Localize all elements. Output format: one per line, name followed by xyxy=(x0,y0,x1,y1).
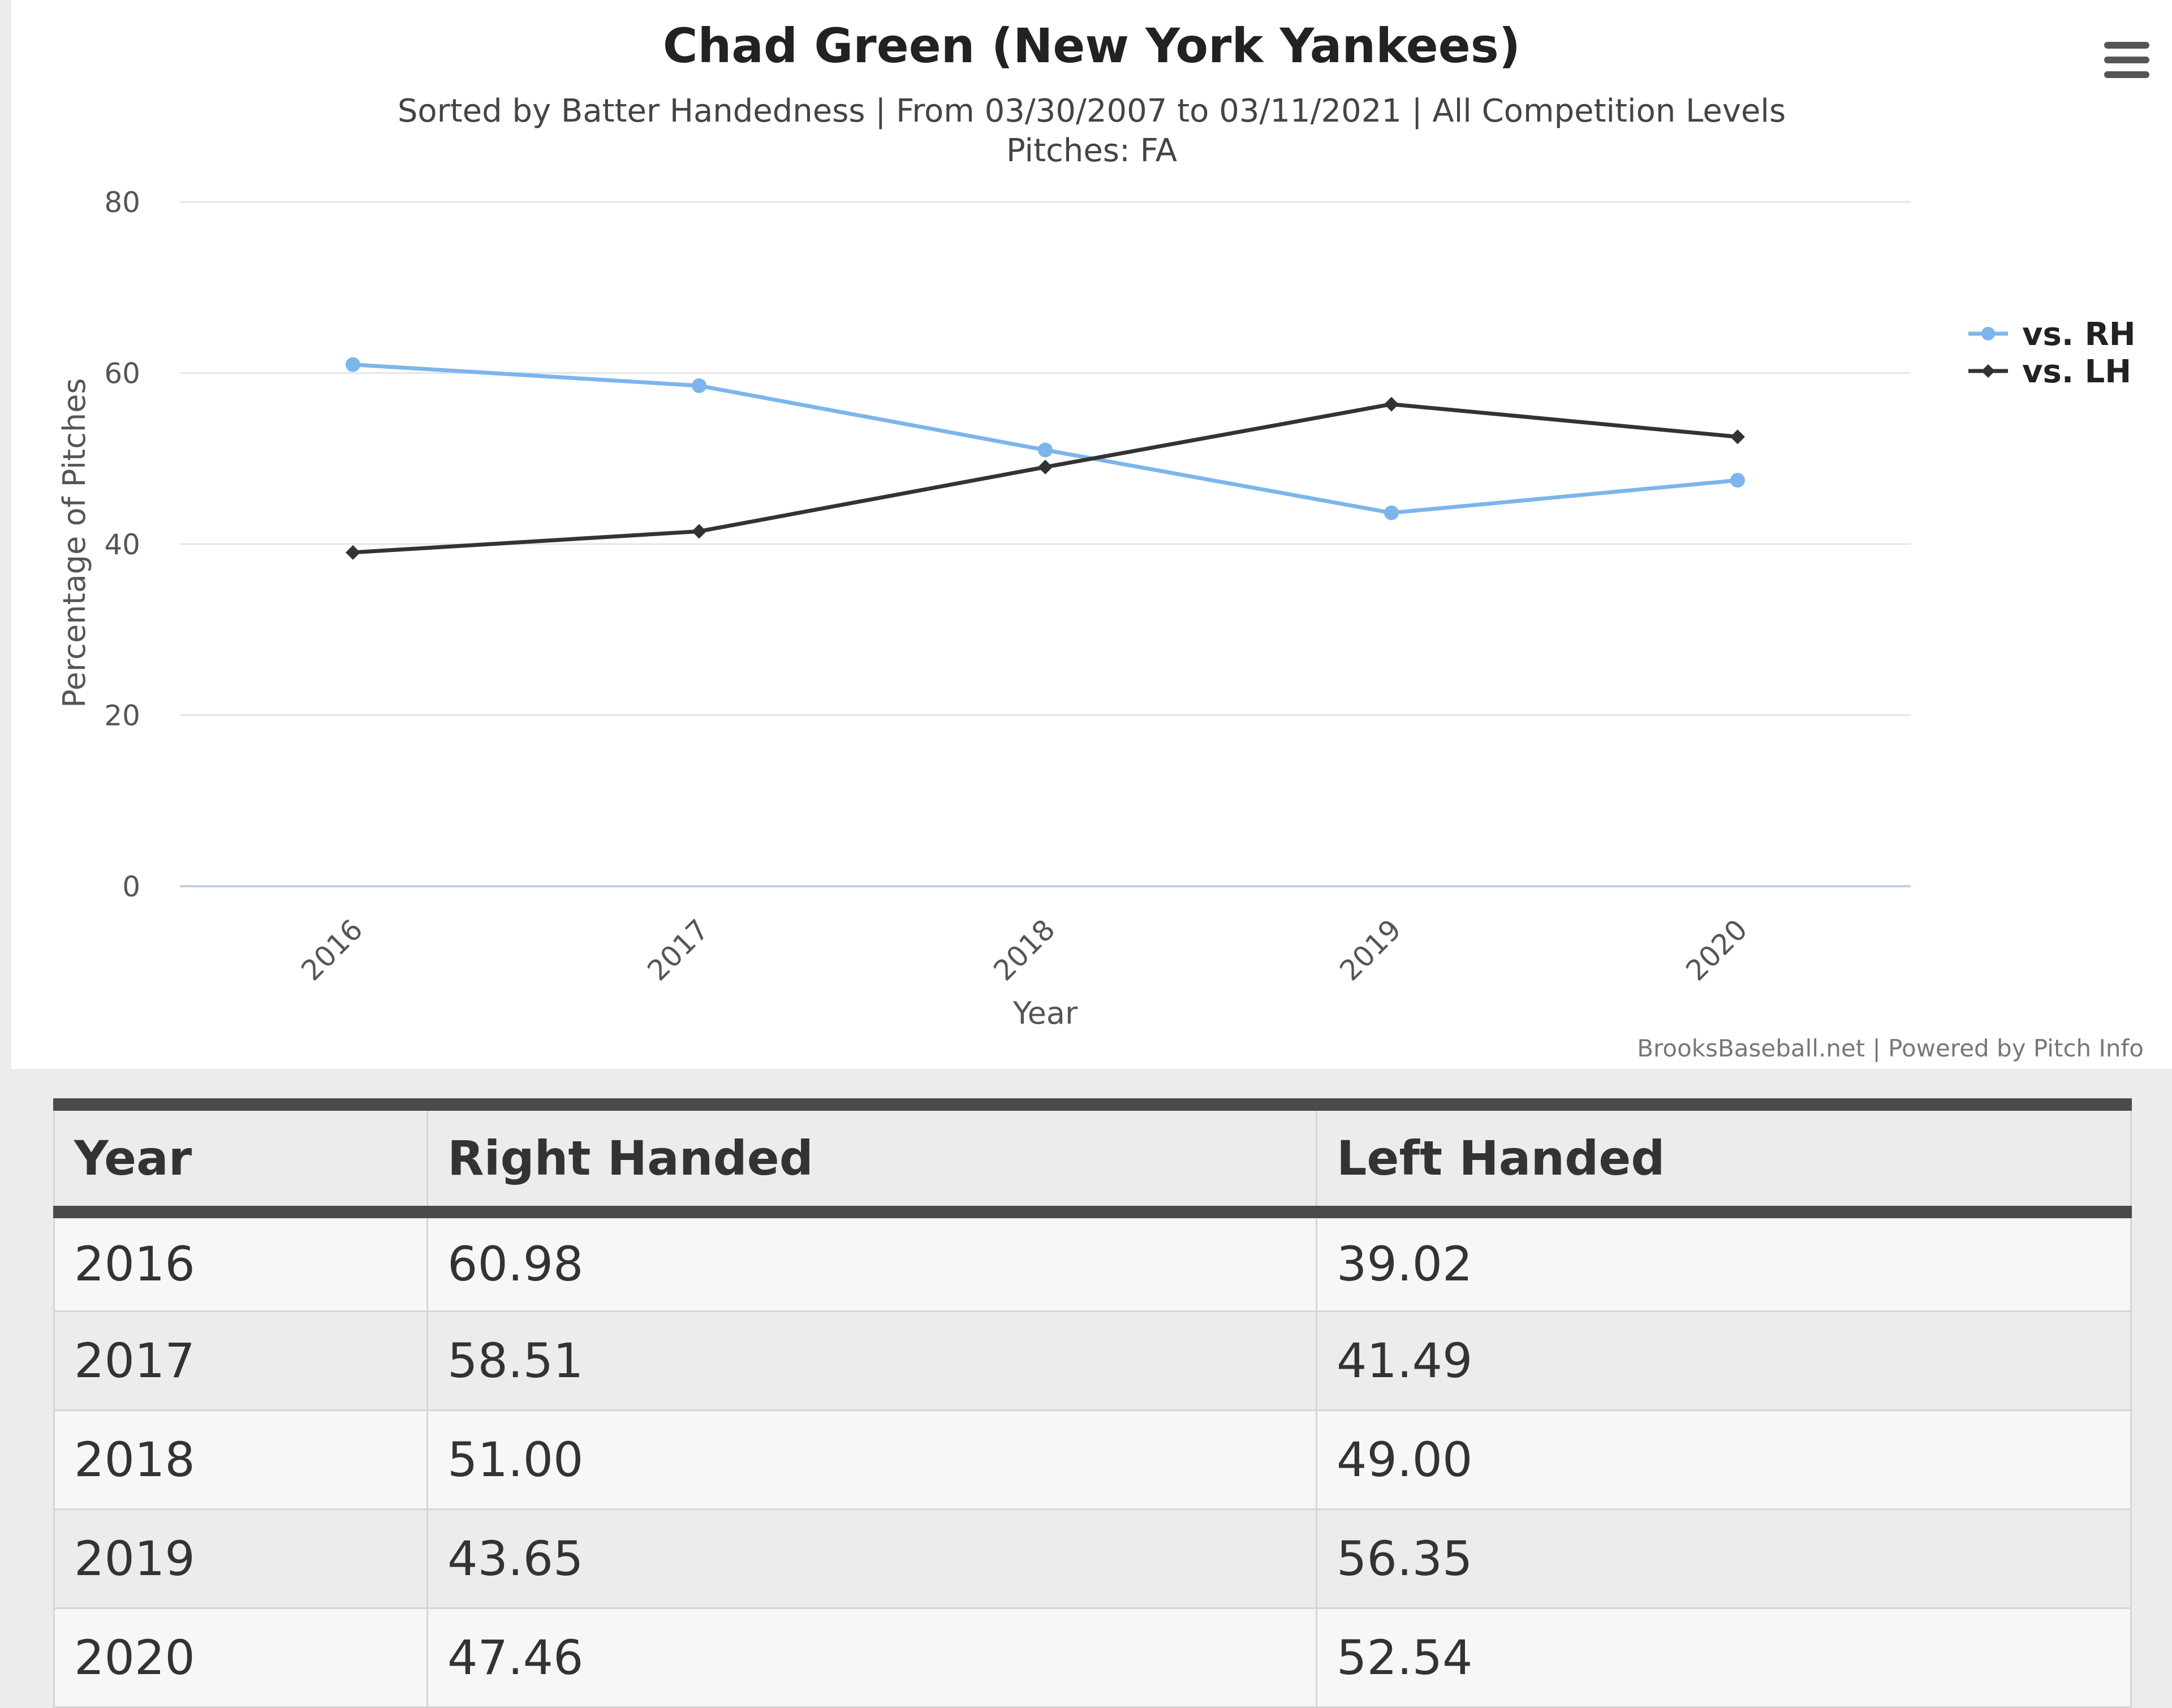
legend-marker xyxy=(1981,327,1995,340)
legend-item-vs-rh[interactable]: vs. RH xyxy=(1968,316,2136,353)
y-tick-label: 20 xyxy=(104,700,140,732)
y-tick-label: 0 xyxy=(122,870,140,903)
table-row: 2016 60.98 39.02 xyxy=(53,1211,2132,1312)
grid-lines xyxy=(180,201,1911,887)
data-point-vs-rh[interactable] xyxy=(692,378,706,394)
table-row: 2017 58.51 41.49 xyxy=(53,1310,2132,1411)
cell-year: 2017 xyxy=(53,1310,428,1411)
cell-year: 2018 xyxy=(53,1409,428,1510)
table-row: 2020 47.46 52.54 xyxy=(53,1607,2132,1708)
cell-left-handed: 49.00 xyxy=(1316,1409,2132,1510)
header-right-handed: Right Handed xyxy=(426,1098,1317,1218)
cell-left-handed: 56.35 xyxy=(1316,1508,2132,1609)
data-table: Year Right Handed Left Handed 2016 60.98… xyxy=(53,1098,2132,1708)
cell-year: 2016 xyxy=(53,1211,428,1312)
data-point-vs-lh[interactable] xyxy=(346,545,360,560)
cell-right-handed: 47.46 xyxy=(426,1607,1317,1708)
table-row: 2019 43.65 56.35 xyxy=(53,1508,2132,1609)
header-year: Year xyxy=(53,1098,428,1218)
data-point-vs-rh[interactable] xyxy=(346,357,360,372)
chart-subtitle-line1: Sorted by Batter Handedness | From 03/30… xyxy=(398,93,1786,130)
line-chart: Chad Green (New York Yankees) Sorted by … xyxy=(57,18,2155,1062)
y-axis-tick-labels: 0 20 40 60 80 xyxy=(104,186,140,903)
legend-item-vs-lh[interactable]: vs. LH xyxy=(1968,353,2131,390)
cell-left-handed: 41.49 xyxy=(1316,1310,2132,1411)
data-point-vs-lh[interactable] xyxy=(1038,459,1053,475)
y-axis-title: Percentage of Pitches xyxy=(57,378,92,708)
x-tick-label: 2020 xyxy=(1679,913,1753,987)
series-line-vs-rh[interactable] xyxy=(351,363,1740,515)
header-left-handed: Left Handed xyxy=(1316,1098,2132,1218)
cell-left-handed: 39.02 xyxy=(1316,1211,2132,1312)
legend-label: vs. LH xyxy=(2022,353,2131,390)
data-point-vs-lh[interactable] xyxy=(1384,396,1399,412)
cell-left-handed: 52.54 xyxy=(1316,1607,2132,1708)
chart-credits[interactable]: BrooksBaseball.net | Powered by Pitch In… xyxy=(1637,1034,2144,1062)
chart-title: Chad Green (New York Yankees) xyxy=(663,18,1520,74)
cell-right-handed: 58.51 xyxy=(426,1310,1317,1411)
series-line-vs-lh[interactable] xyxy=(351,402,1740,555)
data-point-vs-rh[interactable] xyxy=(1730,473,1745,488)
series-layer xyxy=(346,357,1745,560)
x-axis-tick-labels: 2016 2017 2018 2019 2020 xyxy=(295,913,1753,987)
legend-marker xyxy=(1981,364,1995,378)
cell-right-handed: 51.00 xyxy=(426,1409,1317,1510)
x-tick-label: 2016 xyxy=(295,913,369,987)
cell-year: 2019 xyxy=(53,1508,428,1609)
y-tick-label: 80 xyxy=(104,186,140,219)
menu-button[interactable] xyxy=(2098,35,2155,86)
x-tick-label: 2017 xyxy=(641,913,715,987)
cell-year: 2020 xyxy=(53,1607,428,1708)
data-point-vs-rh[interactable] xyxy=(1038,442,1053,458)
legend-label: vs. RH xyxy=(2022,316,2136,353)
chart-panel: Chad Green (New York Yankees) Sorted by … xyxy=(11,0,2172,1069)
x-tick-label: 2018 xyxy=(987,913,1061,987)
data-point-vs-lh[interactable] xyxy=(1730,429,1745,445)
cell-right-handed: 60.98 xyxy=(426,1211,1317,1312)
cell-right-handed: 43.65 xyxy=(426,1508,1317,1609)
y-tick-label: 40 xyxy=(104,528,140,561)
x-axis-title: Year xyxy=(1012,995,1078,1031)
chart-subtitle-line2: Pitches: FA xyxy=(1006,132,1177,169)
table-header-row: Year Right Handed Left Handed xyxy=(53,1098,2132,1218)
hamburger-menu-icon xyxy=(2104,42,2149,78)
x-tick-label: 2019 xyxy=(1333,913,1407,987)
data-point-vs-lh[interactable] xyxy=(692,524,706,539)
data-point-vs-rh[interactable] xyxy=(1384,505,1399,520)
y-tick-label: 60 xyxy=(104,357,140,390)
table-row: 2018 51.00 49.00 xyxy=(53,1409,2132,1510)
